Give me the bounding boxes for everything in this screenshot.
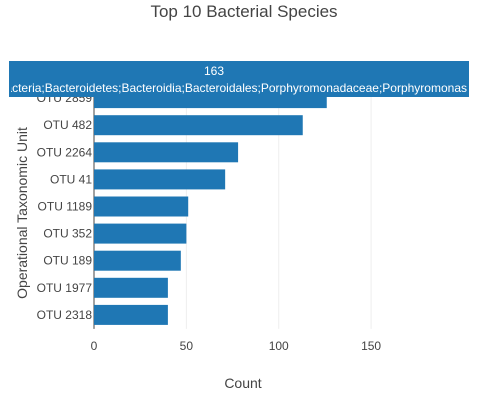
x-tick-label: 0 (91, 339, 98, 353)
x-axis-title: Count (224, 375, 261, 391)
bar[interactable] (94, 250, 181, 271)
chart-title: Top 10 Bacterial Species (150, 2, 337, 21)
hover-box (9, 61, 469, 97)
bar[interactable] (94, 169, 226, 190)
y-tick-label: OTU 2318 (37, 308, 93, 322)
y-tick-label: OTU 2264 (37, 145, 93, 159)
y-tick-label: OTU 1977 (37, 281, 93, 295)
bars[interactable] (94, 61, 396, 325)
y-tick-label: OTU 1189 (38, 200, 93, 214)
bar[interactable] (94, 196, 189, 217)
bar[interactable] (94, 142, 239, 163)
x-tick-labels: 0 50 100 150 (91, 339, 382, 353)
hover-tooltip: 163 Bacteria;Bacteroidetes;Bacteroidia;Ba… (0, 61, 469, 97)
x-tick-label: 100 (269, 339, 289, 353)
bar[interactable] (94, 115, 303, 136)
y-tick-label: OTU 482 (43, 118, 92, 132)
x-tick-label: 50 (180, 339, 194, 353)
hover-value: 163 (204, 64, 224, 78)
hover-label: Bacteria;Bacteroidetes;Bacteroidia;Bacte… (0, 81, 467, 95)
bar[interactable] (94, 304, 168, 325)
y-tick-label: OTU 41 (50, 172, 92, 186)
y-tick-label: OTU 352 (43, 227, 92, 241)
bar[interactable] (94, 277, 168, 298)
y-axis-title: Operational Taxonomic Unit (14, 127, 30, 299)
y-tick-label: OTU 189 (43, 254, 92, 268)
x-tick-label: 150 (361, 339, 381, 353)
bar[interactable] (94, 223, 187, 244)
